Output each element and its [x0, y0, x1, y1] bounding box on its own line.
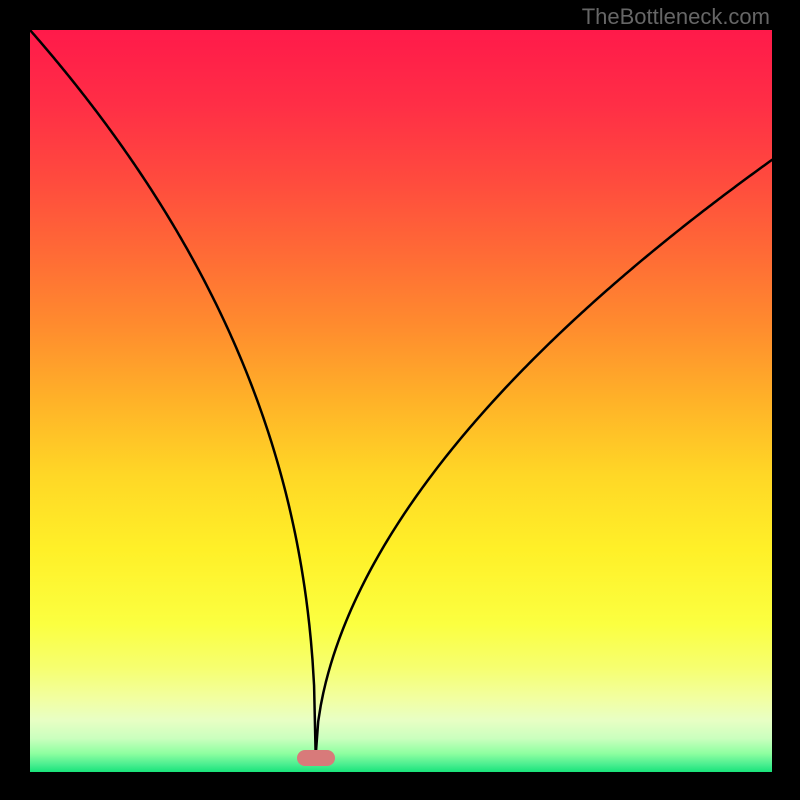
bottleneck-marker [297, 750, 335, 766]
bottleneck-curve [30, 30, 772, 756]
curve-layer [0, 0, 800, 800]
outer-frame: TheBottleneck.com [0, 0, 800, 800]
watermark-text: TheBottleneck.com [582, 4, 770, 30]
